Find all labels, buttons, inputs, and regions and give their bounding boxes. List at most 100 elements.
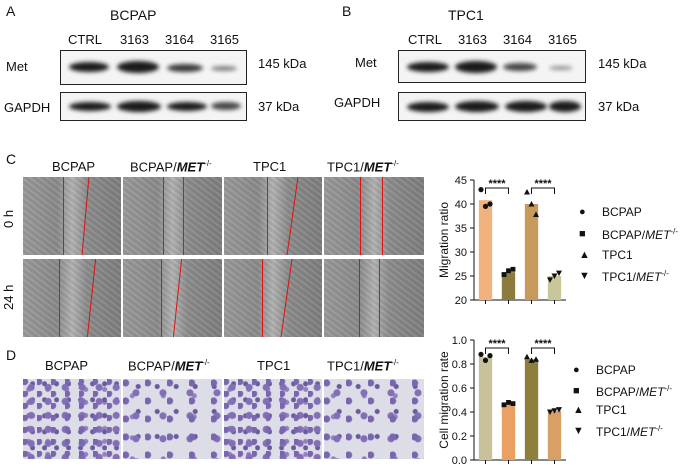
legend-bottom-label-bcpap-met: BCPAP/MET-/-	[596, 384, 673, 399]
legend-top-label-bcpap-met: BCPAP/MET-/-	[602, 227, 679, 242]
panel-c-time-24h: 24 h	[1, 284, 16, 310]
panel-a-letter: A	[6, 3, 16, 19]
panel-b-cell-line: TPC1	[448, 7, 484, 23]
panel-a-gapdh-kda: 37 kDa	[258, 99, 300, 114]
chart1-ytick-label-5: 45	[455, 175, 467, 187]
chart2-sig-label-0: ****	[488, 338, 506, 350]
chart1-bar-3	[547, 276, 562, 300]
legend-top-label-tpc1-met: TPC1/MET-/-	[602, 269, 669, 284]
panel-c-col-4: TPC1/MET-/-	[327, 159, 399, 175]
chart2-ytick-label-5: 1.0	[452, 335, 467, 347]
transwell-image-bcpap-met	[122, 378, 223, 460]
wound-image-0h-bcpap	[22, 176, 122, 256]
panel-b-gapdh-kda: 37 kDa	[598, 99, 640, 114]
panel-a-lane-3: 3164	[165, 32, 194, 47]
chart1-point-1-2	[510, 266, 516, 272]
chart2-ytick-label-2: 0.4	[452, 407, 467, 419]
chart2-sig-bracket-1	[531, 347, 555, 354]
chart2-bar-2	[524, 359, 539, 460]
chart2-sig-bracket-0	[485, 347, 509, 354]
wound-image-0h-bcpap-met	[122, 176, 223, 256]
chart1-point-2-1	[528, 201, 535, 207]
panel-a-cell-line: BCPAP	[110, 7, 157, 23]
wound-image-24h-tpc1	[223, 258, 323, 338]
legend-top-symbol-bcpap-met: ■	[579, 228, 586, 240]
chart1-point-1-1	[506, 268, 511, 274]
wound-image-0h-tpc1	[223, 176, 323, 256]
chart2-point-2-2	[533, 356, 539, 362]
chart1-point-0-2	[487, 201, 493, 207]
chart2-point-3-0	[547, 409, 553, 415]
chart2-ytick-label-0: 0.0	[452, 455, 467, 467]
chart1-ytick-label-4: 40	[455, 199, 467, 211]
legend-top-symbol-bcpap: ●	[579, 206, 586, 218]
chart1-sig-bracket-1	[531, 187, 555, 194]
legend-top-label-tpc1: TPC1	[602, 248, 633, 262]
panel-d-letter: D	[6, 347, 17, 363]
chart2-ylabel: Cell migration rate	[437, 351, 451, 449]
chart2-point-0-2	[487, 353, 493, 359]
wound-image-24h-bcpap-met	[122, 258, 223, 338]
legend-bottom-symbol-tpc1: ▲	[573, 404, 584, 416]
panel-a-lane-4: 3165	[210, 32, 239, 47]
chart1-point-1-0	[501, 272, 507, 277]
wound-image-24h-bcpap	[22, 258, 122, 338]
chart2-sig-label-1: ****	[534, 338, 552, 350]
chart1-sig-bracket-0	[485, 187, 509, 194]
chart2-ytick-label-1: 0.2	[452, 431, 467, 443]
chart2-point-3-2	[556, 407, 562, 413]
panel-a-met-label: Met	[6, 59, 28, 74]
legend-top-label-bcpap: BCPAP	[602, 205, 642, 219]
legend-bottom-label-bcpap: BCPAP	[596, 363, 636, 377]
panel-d-col-3: TPC1	[257, 358, 291, 373]
panel-b-lane-2: 3163	[458, 32, 487, 47]
panel-b-lane-1: CTRL	[408, 32, 442, 47]
wound-image-0h-tpc1-met	[323, 176, 425, 256]
wound-image-24h-tpc1-met	[323, 258, 425, 338]
chart1-ytick-label-2: 30	[455, 247, 467, 259]
chart1-point-3-0	[547, 277, 553, 283]
legend-top-symbol-tpc1: ▲	[579, 249, 590, 261]
chart1-ytick-label-1: 25	[455, 271, 467, 283]
chart2-point-2-1	[528, 357, 535, 363]
panel-b-gapdh-label: GAPDH	[334, 95, 381, 110]
panel-b-lane-4: 3165	[548, 32, 577, 47]
panel-a-met-kda: 145 kDa	[258, 56, 307, 71]
panel-b-letter: B	[342, 3, 352, 19]
chart1-ytick-label-3: 35	[455, 223, 467, 235]
chart1-sig-label-0: ****	[488, 178, 506, 190]
legend-top-symbol-tpc1-met: ▼	[579, 270, 590, 282]
chart2-point-0-0	[478, 351, 484, 357]
chart2-bar-0	[478, 356, 493, 460]
panel-a-lane-1: CTRL	[68, 32, 102, 47]
chart1-ylabel: Migration ratio	[437, 202, 451, 278]
legend-bottom-label-tpc1: TPC1	[596, 403, 627, 417]
legend-bottom-label-tpc1-met: TPC1/MET-/-	[596, 424, 663, 439]
panel-a-gapdh-blot	[60, 92, 247, 121]
transwell-image-tpc1	[223, 378, 323, 460]
chart2-point-0-1	[482, 357, 489, 363]
panel-b-lane-3: 3164	[503, 32, 532, 47]
chart2-point-3-1	[551, 408, 558, 414]
chart1-point-2-2	[533, 211, 539, 218]
panel-d-col-2: BCPAP/MET-/-	[128, 358, 210, 374]
chart2-bar-3	[547, 410, 562, 460]
panel-b-met-kda: 145 kDa	[598, 56, 647, 71]
chart2-point-1-1	[506, 400, 511, 405]
panel-d-col-1: BCPAP	[45, 358, 89, 373]
transwell-image-tpc1-met	[323, 378, 425, 460]
chart1-bar-2	[524, 204, 539, 300]
panel-c-col-1: BCPAP	[52, 159, 96, 174]
chart2-ytick-label-3: 0.6	[452, 383, 467, 395]
panel-a-met-blot	[60, 50, 247, 85]
panel-b-met-label: Met	[355, 55, 377, 70]
panel-b-gapdh-blot	[398, 92, 586, 121]
chart1-bar-0	[478, 200, 493, 300]
chart1-point-0-1	[482, 203, 489, 209]
legend-bottom-symbol-bcpap: ●	[573, 364, 580, 376]
chart1-point-2-0	[524, 189, 530, 195]
panel-c-time-0h: 0 h	[1, 209, 16, 228]
chart2-point-1-2	[510, 401, 516, 406]
chart2-bar-1	[501, 403, 516, 460]
